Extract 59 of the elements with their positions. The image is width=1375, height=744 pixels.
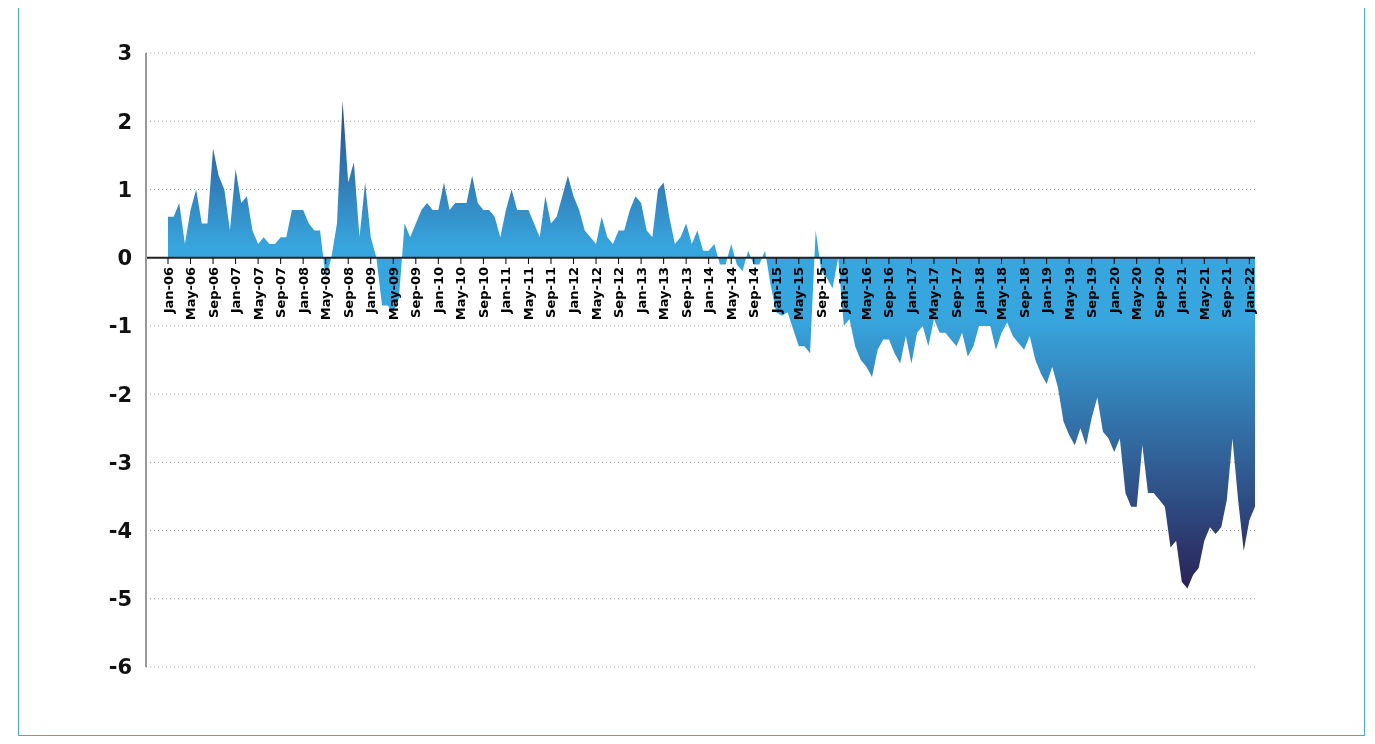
- x-tick-label: May-12: [588, 267, 604, 321]
- x-tick-label: Jan-22: [1241, 267, 1257, 315]
- x-tick-label: Sep-16: [881, 267, 897, 318]
- x-tick-label: Sep-14: [746, 267, 762, 318]
- x-tick-label: May-07: [250, 267, 266, 321]
- x-tick-label: Sep-13: [678, 267, 694, 318]
- x-tick-label: Sep-18: [1016, 267, 1032, 318]
- x-tick-label: Jan-19: [1039, 267, 1055, 315]
- x-tick-label: May-17: [926, 267, 942, 321]
- x-tick-label: Jan-08: [295, 267, 311, 315]
- x-tick-label: May-09: [385, 267, 401, 321]
- y-tick-label: 3: [117, 41, 132, 66]
- x-tick-label: Sep-07: [273, 267, 289, 318]
- y-tick-label: -6: [108, 655, 132, 680]
- x-tick-label: May-16: [858, 267, 874, 321]
- x-tick-label: Jan-06: [160, 267, 176, 315]
- x-tick-label: Jan-07: [228, 267, 244, 315]
- x-tick-label: Sep-12: [611, 267, 627, 318]
- x-tick-label: Jan-16: [836, 267, 852, 315]
- y-tick-label: -5: [108, 587, 132, 612]
- x-tick-label: May-20: [1129, 267, 1145, 321]
- x-tick-label: May-08: [318, 267, 334, 321]
- y-tick-label: -3: [108, 450, 132, 475]
- x-tick-label: Sep-09: [408, 267, 424, 318]
- x-tick-label: Sep-21: [1219, 267, 1235, 318]
- y-tick-label: -1: [108, 314, 132, 339]
- x-tick-label: Jan-10: [430, 267, 446, 315]
- x-tick-label: Jan-17: [903, 267, 919, 315]
- x-tick-label: Sep-19: [1084, 267, 1100, 318]
- x-tick-label: Jan-14: [701, 267, 717, 315]
- x-tick-label: May-21: [1196, 267, 1212, 321]
- x-tick-label: Sep-15: [813, 267, 829, 318]
- y-tick-label: 0: [117, 246, 132, 271]
- x-tick-label: May-13: [656, 267, 672, 321]
- x-tick-label: May-14: [723, 267, 739, 321]
- y-tick-label: 1: [117, 177, 132, 202]
- x-tick-label: May-18: [994, 267, 1010, 321]
- y-tick-label: 2: [117, 109, 132, 134]
- y-tick-label: -2: [108, 382, 132, 407]
- x-tick-label: Jan-13: [633, 267, 649, 315]
- x-tick-label: May-10: [453, 267, 469, 321]
- x-tick-label: Sep-10: [475, 267, 491, 318]
- x-tick-label: May-15: [791, 267, 807, 321]
- x-tick-label: Sep-08: [340, 267, 356, 318]
- x-tick-label: Jan-09: [363, 267, 379, 315]
- x-tick-label: May-11: [520, 267, 536, 321]
- x-tick-label: Sep-17: [949, 267, 964, 318]
- x-tick-label: Jan-20: [1106, 267, 1122, 315]
- x-tick-label: Sep-06: [205, 267, 221, 318]
- x-tick-label: Jan-18: [971, 267, 987, 315]
- y-tick-label: -4: [108, 519, 132, 544]
- x-tick-label: Sep-20: [1151, 267, 1167, 318]
- x-tick-label: Jan-12: [566, 267, 582, 315]
- x-tick-label: Sep-11: [543, 267, 559, 318]
- x-tick-label: Jan-21: [1174, 267, 1190, 315]
- x-tick-label: Jan-11: [498, 267, 514, 315]
- x-tick-label: May-06: [183, 267, 199, 321]
- x-tick-label: May-19: [1061, 267, 1077, 321]
- x-tick-label: Jan-15: [768, 267, 784, 315]
